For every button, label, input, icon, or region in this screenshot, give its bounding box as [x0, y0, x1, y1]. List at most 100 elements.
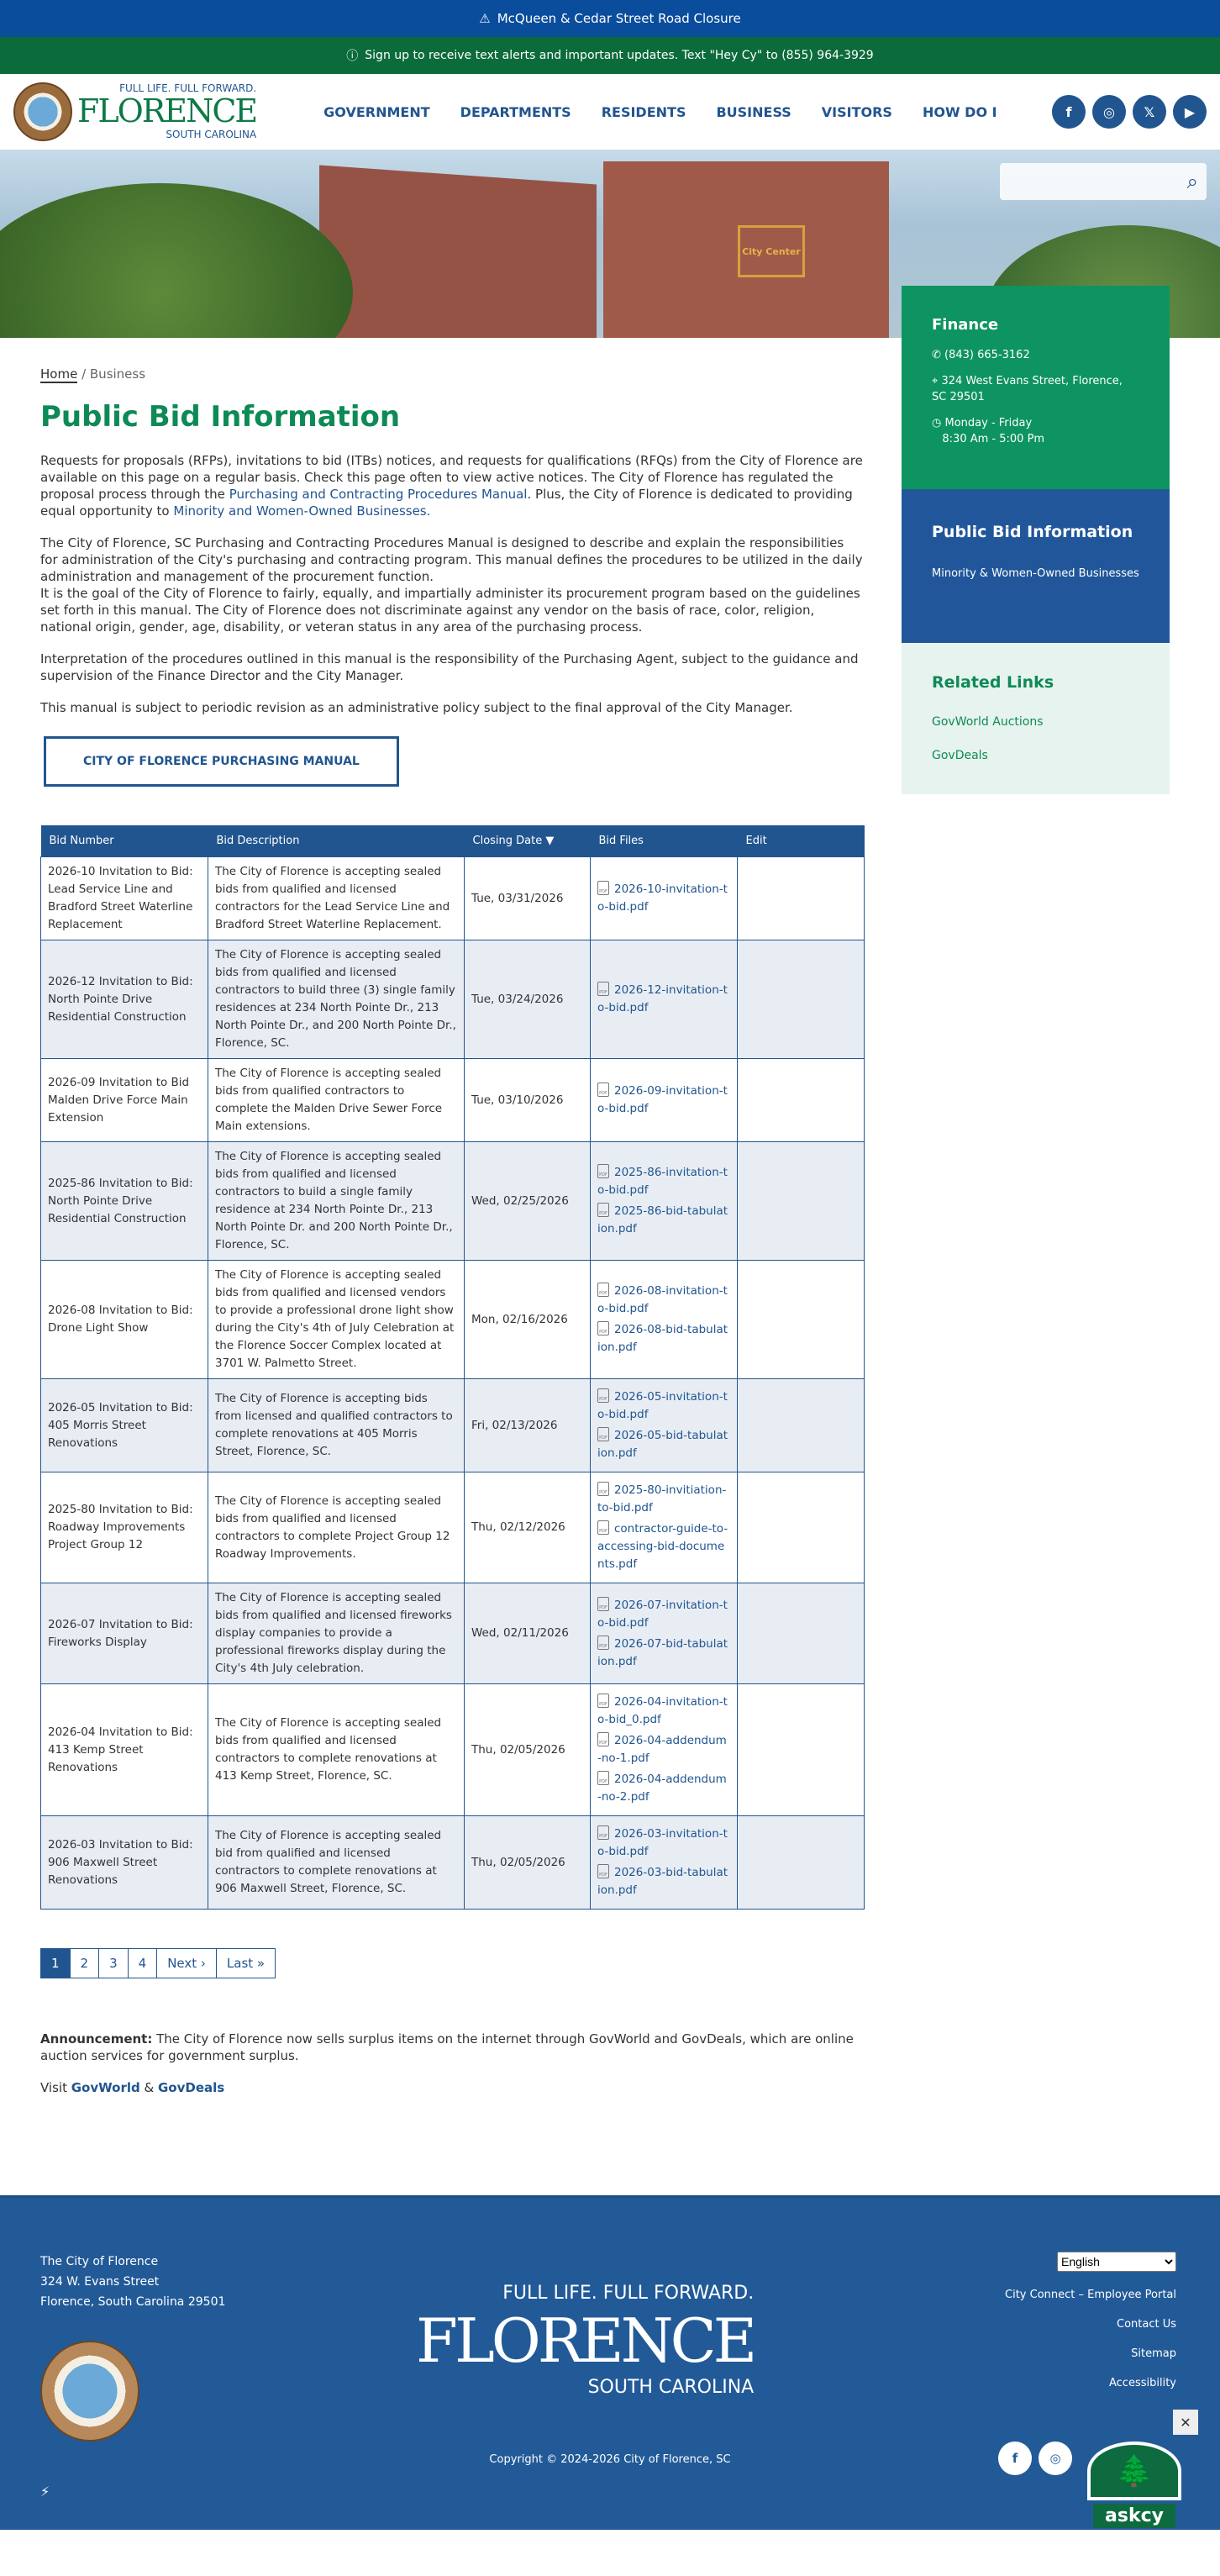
- public-bid-nav-title[interactable]: Public Bid Information: [932, 523, 1133, 541]
- bid-file-link[interactable]: PDF 2026-03-bid-tabulation.pdf: [597, 1864, 728, 1897]
- bid-files: PDF 2026-08-invitation-to-bid.pdf PDF 2026-…: [590, 1260, 738, 1379]
- page-link[interactable]: 4: [129, 1949, 158, 1978]
- nav-departments[interactable]: DEPARTMENTS: [460, 103, 571, 120]
- pdf-icon: PDF: [597, 1864, 609, 1878]
- bid-description: The City of Florence is accepting sealed…: [208, 1472, 465, 1583]
- bid-file-link[interactable]: PDF 2026-03-invitation-to-bid.pdf: [597, 1825, 728, 1858]
- bid-file-link[interactable]: PDF 2026-04-invitation-to-bid_0.pdf: [597, 1694, 728, 1726]
- table-row: 2025-80 Invitation to Bid: Roadway Impro…: [40, 1472, 865, 1583]
- page-link[interactable]: Next ›: [157, 1949, 217, 1978]
- bid-file-link[interactable]: PDF 2026-04-addendum-no-1.pdf: [597, 1732, 727, 1765]
- facebook-icon[interactable]: f: [998, 2442, 1032, 2475]
- city-seal-icon: [13, 82, 72, 141]
- col-bid-number[interactable]: Bid Number: [40, 825, 208, 857]
- pdf-icon: PDF: [597, 1825, 609, 1840]
- col-bid-description[interactable]: Bid Description: [208, 825, 465, 857]
- page-link[interactable]: 2: [71, 1949, 100, 1978]
- bid-number: 2026-08 Invitation to Bid: Drone Light S…: [40, 1260, 208, 1379]
- bid-file-link[interactable]: PDF 2025-86-bid-tabulation.pdf: [597, 1203, 728, 1235]
- page-link[interactable]: 1: [41, 1949, 71, 1978]
- accessibility-link[interactable]: Accessibility: [1109, 2377, 1176, 2389]
- nav-how-do-i[interactable]: HOW DO I: [922, 103, 997, 120]
- pdf-icon: PDF: [597, 1635, 609, 1650]
- sitemap-link[interactable]: Sitemap: [1131, 2347, 1176, 2360]
- nav-business[interactable]: BUSINESS: [716, 103, 791, 120]
- page-link[interactable]: 3: [99, 1949, 129, 1978]
- intro-paragraph: Requests for proposals (RFPs), invitatio…: [40, 453, 863, 519]
- govdeals-sidebar-link[interactable]: GovDeals: [932, 749, 988, 762]
- sidebar: Finance ✆ (843) 665-3162 ⌖ 324 West Evan…: [902, 286, 1170, 794]
- govworld-link[interactable]: GovWorld: [71, 2080, 140, 2095]
- instagram-icon[interactable]: ◎: [1039, 2442, 1072, 2475]
- page-link[interactable]: Last »: [226, 1956, 266, 1971]
- tree-icon: 🌲: [1087, 2442, 1181, 2500]
- pdf-icon: PDF: [597, 1482, 609, 1496]
- bid-file-link[interactable]: PDF 2026-07-invitation-to-bid.pdf: [597, 1596, 728, 1630]
- site-logo[interactable]: FULL LIFE. FULL FORWARD. FLORENCE SOUTH CA…: [13, 82, 258, 141]
- bid-description: The City of Florence is accepting sealed…: [208, 856, 465, 940]
- close-chat-button[interactable]: ✕: [1173, 2410, 1198, 2435]
- pdf-icon: PDF: [597, 982, 609, 996]
- main-nav: GOVERNMENT DEPARTMENTS RESIDENTS BUSINES…: [323, 104, 997, 120]
- bid-file-link[interactable]: PDF 2026-10-invitation-to-bid.pdf: [597, 881, 728, 914]
- procedures-manual-link[interactable]: Purchasing and Contracting Procedures Ma…: [229, 487, 528, 502]
- contact-us-link[interactable]: Contact Us: [1117, 2318, 1176, 2331]
- pdf-icon: PDF: [597, 881, 609, 895]
- bid-description: The City of Florence is accepting sealed…: [208, 1815, 465, 1910]
- nav-government[interactable]: GOVERNMENT: [323, 103, 430, 120]
- bid-file-link[interactable]: PDF 2026-08-invitation-to-bid.pdf: [597, 1283, 728, 1315]
- employee-portal-link[interactable]: City Connect – Employee Portal: [1005, 2289, 1176, 2301]
- facebook-icon[interactable]: f: [1052, 95, 1086, 129]
- bid-description: The City of Florence is accepting sealed…: [208, 1141, 465, 1261]
- bid-file-link[interactable]: PDF 2025-86-invitation-to-bid.pdf: [597, 1164, 728, 1197]
- breadcrumb-home[interactable]: Home: [40, 366, 78, 383]
- phone[interactable]: ✆ (843) 665-3162: [932, 349, 1030, 361]
- instagram-icon[interactable]: ◎: [1092, 95, 1126, 129]
- text-alert-banner[interactable]: ⓘ Sign up to receive text alerts and impo…: [0, 37, 1220, 74]
- bid-file-link[interactable]: PDF 2026-09-invitation-to-bid.pdf: [597, 1083, 728, 1115]
- bid-files: PDF 2026-04-invitation-to-bid_0.pdf PDF 202…: [590, 1683, 738, 1816]
- search-input[interactable]: ⌕: [1000, 163, 1207, 200]
- nav-visitors[interactable]: VISITORS: [821, 103, 892, 120]
- road-closure-alert[interactable]: ⚠ McQueen & Cedar Street Road Closure: [0, 0, 1220, 37]
- warning-icon: ⚠: [479, 11, 491, 26]
- footer: The City of Florence 324 W. Evans Street F…: [0, 2195, 1220, 2530]
- bid-file-link[interactable]: PDF 2026-08-bid-tabulation.pdf: [597, 1321, 728, 1354]
- bid-number: 2026-05 Invitation to Bid: 405 Morris St…: [40, 1378, 208, 1472]
- closing-date: Fri, 02/13/2026: [464, 1378, 591, 1472]
- edit-cell: [737, 1815, 865, 1910]
- bid-description: The City of Florence is accepting sealed…: [208, 1058, 465, 1142]
- closing-date: Tue, 03/24/2026: [464, 940, 591, 1059]
- bid-number: 2025-80 Invitation to Bid: Roadway Impro…: [40, 1472, 208, 1583]
- bid-file-link[interactable]: PDF 2026-05-bid-tabulation.pdf: [597, 1427, 728, 1460]
- search-icon[interactable]: ⌕: [1186, 170, 1198, 193]
- bid-description: The City of Florence is accepting sealed…: [208, 1260, 465, 1379]
- bid-file-link[interactable]: PDF contractor-guide-to-accessing-bid-doc…: [597, 1520, 728, 1571]
- bid-file-link[interactable]: PDF 2026-12-invitation-to-bid.pdf: [597, 982, 728, 1014]
- minority-women-link[interactable]: Minority & Women-Owned Businesses: [932, 567, 1139, 580]
- bid-file-link[interactable]: PDF 2026-04-addendum-no-2.pdf: [597, 1771, 727, 1804]
- askcy-chat-widget[interactable]: 🌲 askcy: [1087, 2442, 1181, 2576]
- col-closing-date[interactable]: Closing Date ▼: [464, 825, 591, 857]
- x-icon[interactable]: 𝕏: [1133, 95, 1166, 129]
- bid-file-link[interactable]: PDF 2026-07-bid-tabulation.pdf: [597, 1635, 728, 1668]
- nav-residents[interactable]: RESIDENTS: [601, 103, 686, 120]
- govworld-auctions-link[interactable]: GovWorld Auctions: [932, 715, 1044, 729]
- table-row: 2026-03 Invitation to Bid: 906 Maxwell S…: [40, 1815, 865, 1910]
- bid-description: The City of Florence is accepting bids f…: [208, 1378, 465, 1472]
- purchasing-manual-button[interactable]: CITY OF FLORENCE PURCHASING MANUAL: [44, 736, 399, 787]
- public-bid-nav: Public Bid Information Minority & Women-…: [902, 489, 1170, 643]
- bid-file-link[interactable]: PDF 2025-80-invitiation-to-bid.pdf: [597, 1482, 727, 1515]
- youtube-icon[interactable]: ▶: [1173, 95, 1207, 129]
- bid-files: PDF 2026-03-invitation-to-bid.pdf PDF 2026-…: [590, 1815, 738, 1910]
- powered-by-logo[interactable]: ⚡: [40, 2484, 50, 2500]
- tree: [0, 183, 353, 338]
- revision-paragraph: This manual is subject to periodic revis…: [40, 700, 793, 715]
- edit-cell: [737, 1683, 865, 1816]
- minority-business-link[interactable]: Minority and Women-Owned Businesses.: [173, 503, 431, 519]
- edit-cell: [737, 1141, 865, 1261]
- language-select[interactable]: English: [1057, 2252, 1176, 2272]
- govdeals-link[interactable]: GovDeals: [157, 2080, 225, 2095]
- clock-icon: ◷: [932, 417, 942, 429]
- bid-file-link[interactable]: PDF 2026-05-invitation-to-bid.pdf: [597, 1388, 728, 1421]
